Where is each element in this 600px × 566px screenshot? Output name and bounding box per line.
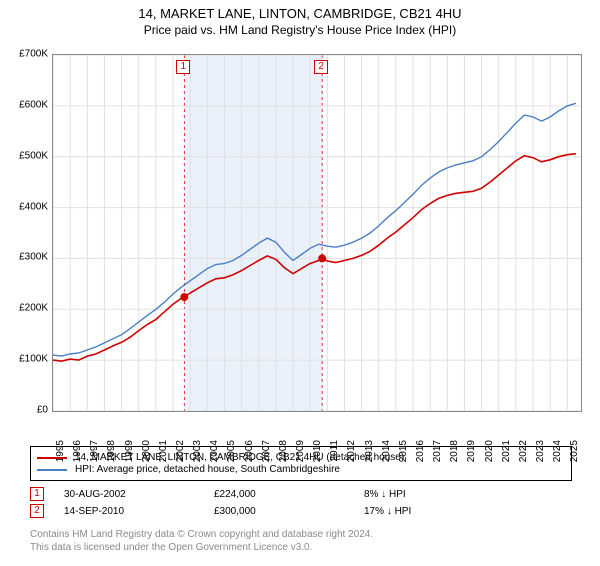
sale-price: £300,000 [214,506,364,517]
legend: 14, MARKET LANE, LINTON, CAMBRIDGE, CB21… [30,446,572,481]
sale-row-marker: 1 [30,487,44,501]
sales-row: 1 30-AUG-2002£224,0008% ↓ HPI [30,487,572,501]
sale-date: 14-SEP-2010 [64,506,214,517]
footer-line2: This data is licensed under the Open Gov… [30,541,373,554]
sales-table: 1 30-AUG-2002£224,0008% ↓ HPI 2 14-SEP-2010… [30,484,572,521]
footer-line1: Contains HM Land Registry data © Crown c… [30,528,373,541]
sale-marker-1: 1 [176,60,190,74]
footer-attribution: Contains HM Land Registry data © Crown c… [30,528,373,554]
legend-row-hpi: HPI: Average price, detached house, Sout… [37,464,565,475]
chart-svg [53,55,581,411]
legend-label-property: 14, MARKET LANE, LINTON, CAMBRIDGE, CB21… [75,452,404,463]
page-title: 14, MARKET LANE, LINTON, CAMBRIDGE, CB21… [0,6,600,21]
sale-marker-2: 2 [314,60,328,74]
legend-swatch-property [37,457,67,459]
y-tick-label: £600K [19,99,48,110]
y-tick-label: £400K [19,201,48,212]
y-tick-label: £0 [37,405,48,416]
legend-label-hpi: HPI: Average price, detached house, Sout… [75,464,340,475]
y-tick-label: £200K [19,303,48,314]
y-tick-label: £500K [19,150,48,161]
y-tick-label: £700K [19,49,48,60]
sale-diff: 17% ↓ HPI [364,506,514,517]
legend-swatch-hpi [37,469,67,471]
sale-row-marker: 2 [30,504,44,518]
sales-row: 2 14-SEP-2010£300,00017% ↓ HPI [30,504,572,518]
sale-date: 30-AUG-2002 [64,489,214,500]
y-tick-label: £300K [19,252,48,263]
chart-plot-area [52,54,582,412]
sale-price: £224,000 [214,489,364,500]
y-tick-label: £100K [19,354,48,365]
sale-diff: 8% ↓ HPI [364,489,514,500]
page-subtitle: Price paid vs. HM Land Registry's House … [0,23,600,37]
legend-row-property: 14, MARKET LANE, LINTON, CAMBRIDGE, CB21… [37,452,565,463]
